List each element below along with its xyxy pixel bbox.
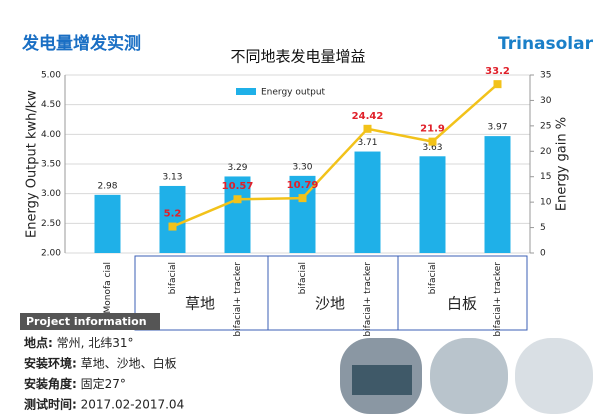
info-label: 安装角度: <box>24 376 77 391</box>
slide-title: 发电量增发实测 <box>21 33 141 54</box>
group-label: 白板 <box>447 295 477 313</box>
info-label: 安装环境: <box>24 355 77 370</box>
info-value: 常州, 北纬31° <box>53 336 134 350</box>
gain-marker <box>428 137 437 146</box>
bar-value-label: 3.97 <box>487 123 507 133</box>
y2-tick-label: 15 <box>540 172 551 182</box>
photo <box>430 338 508 414</box>
bar-value-label: 3.30 <box>292 162 312 172</box>
y2-tick-label: 25 <box>540 121 551 131</box>
x-tick-label: bifacial <box>428 262 438 294</box>
group-box <box>134 255 528 331</box>
gain-label: 24.42 <box>352 111 384 122</box>
bar <box>224 176 251 253</box>
y-tick-label: 3.00 <box>41 189 61 199</box>
gain-label: 5.2 <box>164 209 182 220</box>
info-title: Project information <box>26 315 147 328</box>
bar-value-label: 3.71 <box>357 138 377 148</box>
gain-marker <box>168 222 177 231</box>
y2-tick-label: 10 <box>540 198 552 208</box>
group-label: 沙地 <box>315 295 345 313</box>
photo <box>515 338 593 414</box>
gain-marker <box>363 124 372 133</box>
info-row: 安装环境: 草地、沙地、白板 <box>24 355 177 370</box>
bar <box>354 151 381 253</box>
gain-label: 33.2 <box>485 66 510 77</box>
y2-tick-label: 5 <box>540 223 546 233</box>
y-tick-label: 2.50 <box>41 219 61 229</box>
info-value: 固定27° <box>77 376 126 391</box>
gain-label: 21.9 <box>420 124 445 135</box>
gain-label: 10.79 <box>287 180 319 191</box>
bar <box>159 185 186 253</box>
bar-value-label: 3.63 <box>422 143 442 153</box>
group-label-bg <box>312 294 348 314</box>
gain-label: 10.57 <box>222 181 254 192</box>
x-tick-label: bifacial <box>298 262 308 294</box>
group-label-bg <box>182 294 218 314</box>
group-label: 草地 <box>185 295 215 313</box>
y-tick-label: 3.50 <box>41 160 61 170</box>
y2-tick-label: 20 <box>540 147 552 157</box>
x-tick-label: bifacial <box>168 262 178 294</box>
y2-tick-label: 0 <box>540 249 546 259</box>
y-tick-label: 4.00 <box>41 130 61 140</box>
info-row: 地点: 常州, 北纬31° <box>24 335 134 350</box>
y2-tick-label: 35 <box>540 71 551 81</box>
y2-axis-title: Energy gain % <box>555 117 570 211</box>
info-value: 2017.02-2017.04 <box>77 397 184 411</box>
y2-tick-label: 30 <box>540 96 552 106</box>
x-tick-label: Monofa cial <box>103 262 113 314</box>
bar <box>484 136 511 253</box>
gain-line <box>172 83 499 228</box>
gain-marker <box>298 194 307 203</box>
logo: Trinasolar <box>498 34 594 54</box>
info-band <box>20 313 160 330</box>
bar-value-label: 3.13 <box>162 172 182 182</box>
x-tick-label: bifacial+ tracker <box>233 262 243 337</box>
y-tick-label: 4.50 <box>41 100 61 110</box>
bar <box>419 156 446 253</box>
legend-label: Energy output <box>261 88 326 98</box>
legend-swatch <box>236 88 256 95</box>
info-label: 测试时间: <box>24 396 77 411</box>
x-tick-label: bifacial+ tracker <box>493 262 503 337</box>
y-tick-label: 2.00 <box>41 249 61 259</box>
x-tick-label: bifacial+ tracker <box>363 262 373 337</box>
photo-detail <box>352 365 412 395</box>
info-row: 安装角度: 固定27° <box>24 376 126 391</box>
y-tick-label: 5.00 <box>41 71 61 81</box>
y-axis-title: Energy Output kwh/kw <box>25 90 40 238</box>
bar <box>94 194 121 253</box>
gain-marker <box>233 195 242 204</box>
info-value: 草地、沙地、白板 <box>77 355 177 370</box>
bar-value-label: 3.29 <box>227 163 247 173</box>
gain-marker <box>493 80 502 89</box>
bar-value-label: 2.98 <box>97 181 117 191</box>
info-label: 地点: <box>24 335 53 350</box>
info-row: 测试时间: 2017.02-2017.04 <box>24 396 184 411</box>
chart-title: 不同地表发电量增益 <box>230 48 365 66</box>
group-label-bg <box>444 294 480 314</box>
